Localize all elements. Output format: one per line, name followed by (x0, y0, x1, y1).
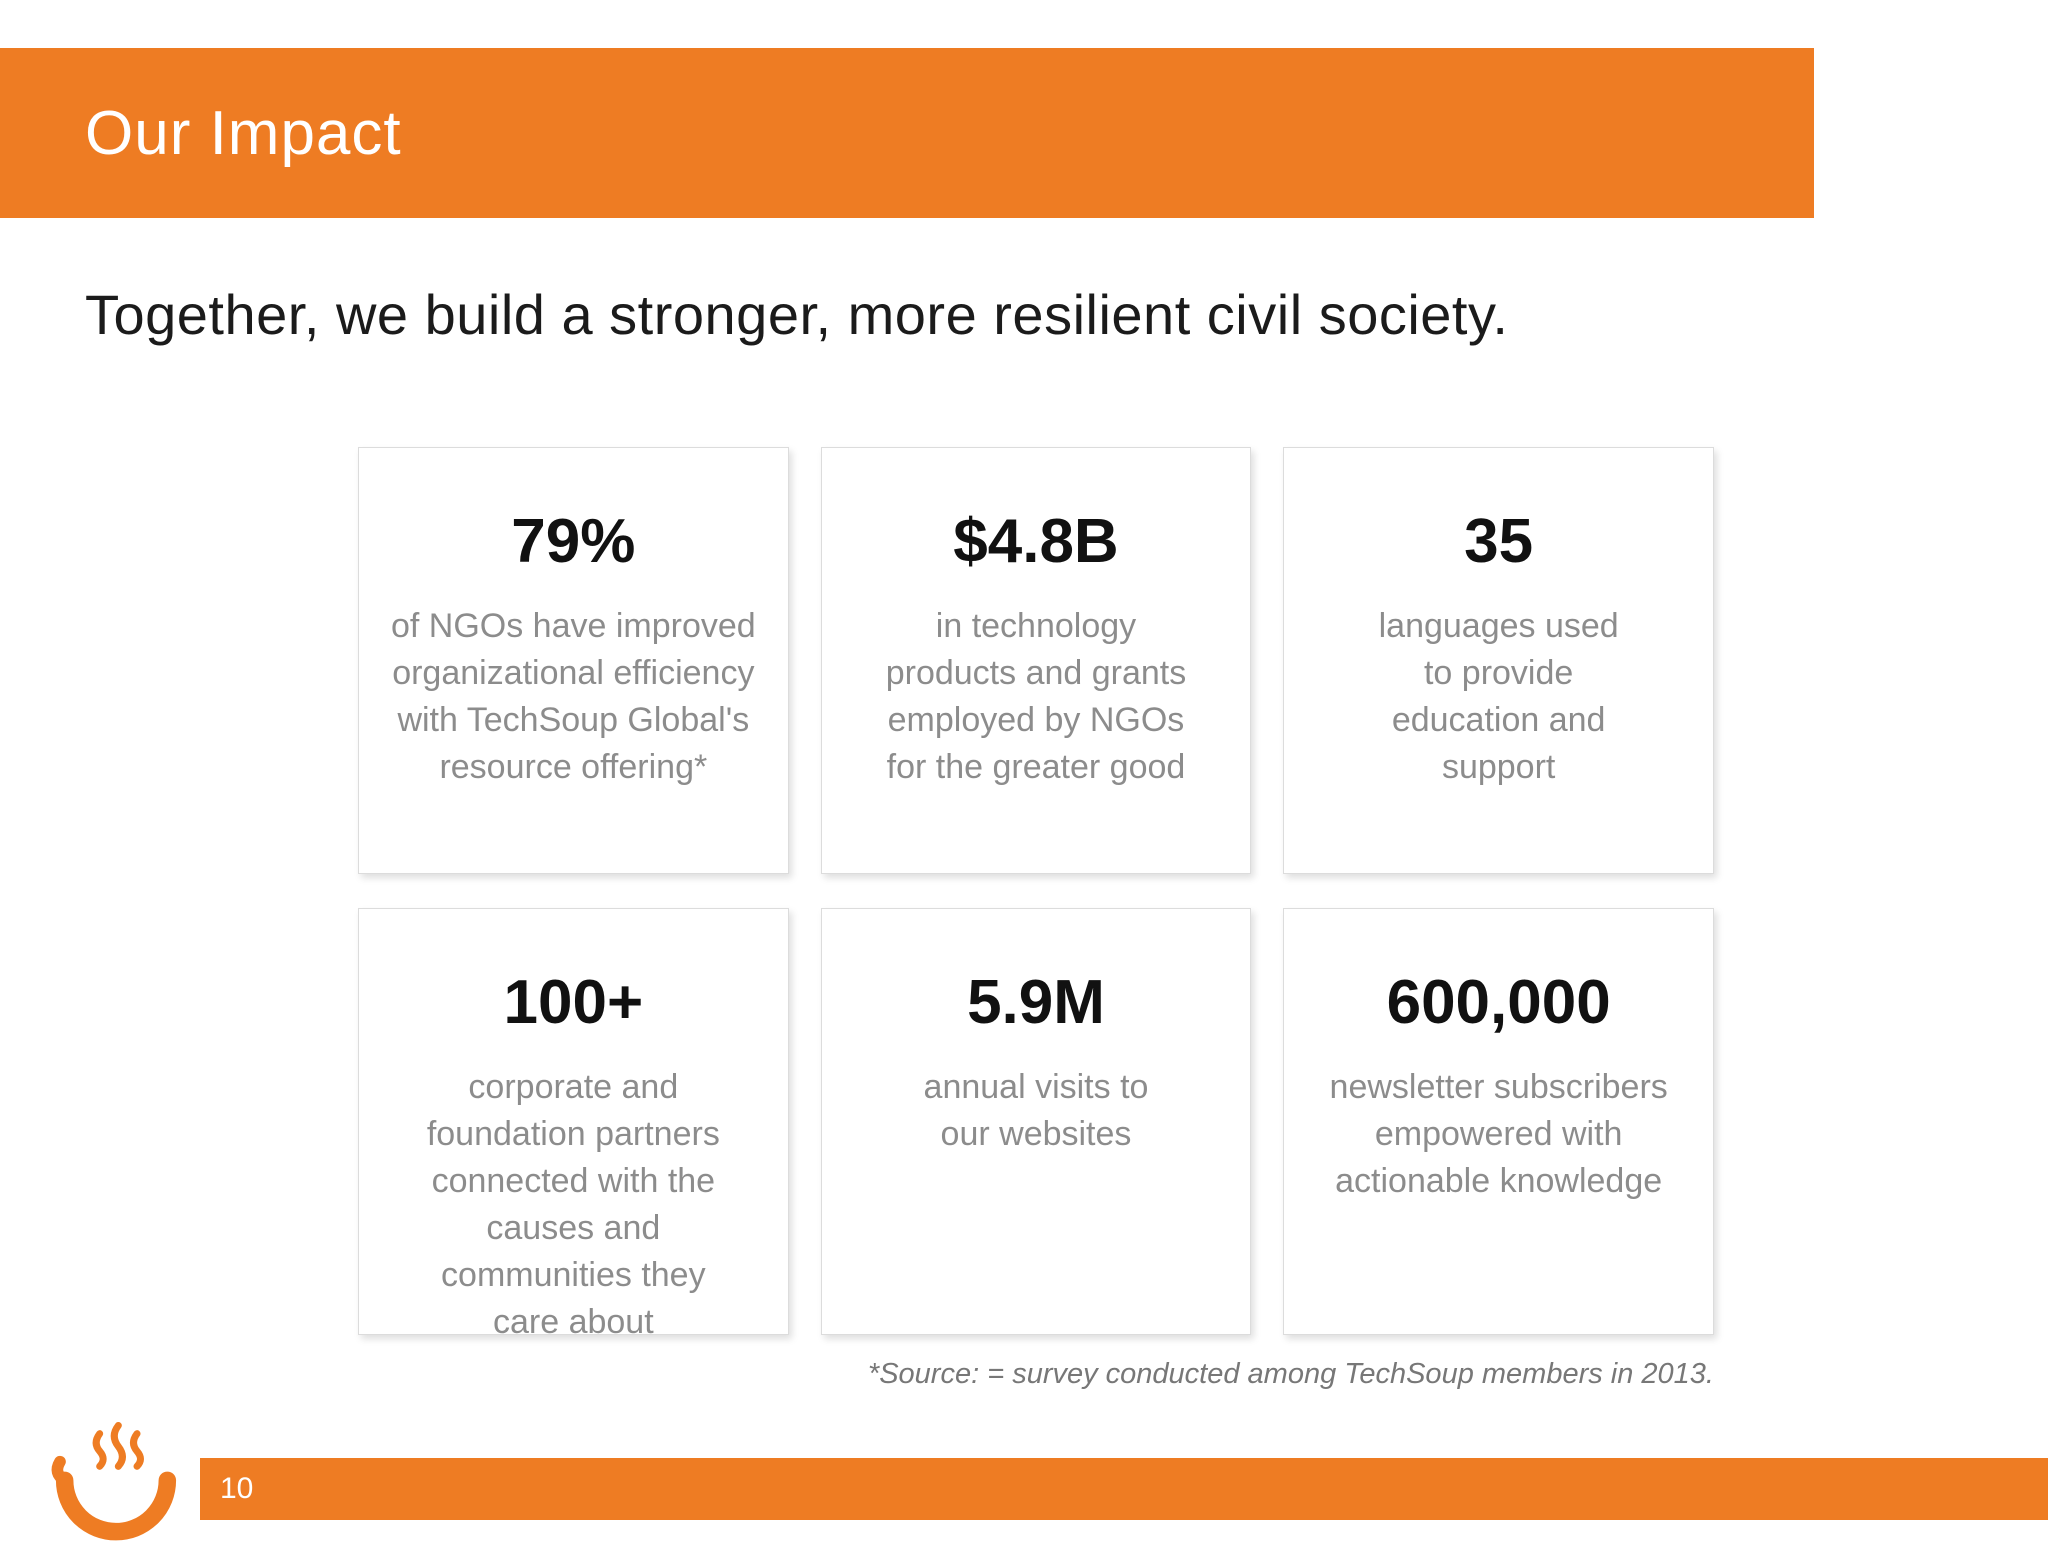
stat-value: 35 (1464, 507, 1534, 576)
stat-card: 79% of NGOs have improved organizational… (358, 447, 789, 874)
stat-card: $4.8B in technology products and grants … (820, 447, 1252, 874)
stat-value: 5.9M (967, 968, 1105, 1037)
slide-subtitle: Together, we build a stronger, more resi… (85, 283, 1509, 346)
stat-description: in technology products and grants employ… (885, 607, 1187, 786)
page-title: Our Impact (85, 98, 402, 168)
stats-grid: 79% of NGOs have improved organizational… (358, 447, 1714, 1341)
stat-value: 600,000 (1386, 968, 1611, 1037)
stat-description: newsletter subscribers empowered with ac… (1329, 1068, 1668, 1200)
footer-bar: 10 (200, 1458, 2048, 1520)
stat-card: 100+ corporate and foundation partners c… (358, 908, 789, 1341)
stat-card: 600,000 newsletter subscribers empowered… (1283, 908, 1714, 1335)
page-number: 10 (220, 1472, 254, 1505)
techsoup-logo-icon (46, 1408, 186, 1548)
stat-value: 100+ (503, 968, 644, 1037)
source-note: *Source: = survey conducted among TechSo… (867, 1358, 1714, 1390)
stat-description: corporate and foundation partners connec… (426, 1068, 720, 1341)
stat-value: $4.8B (953, 507, 1119, 576)
stat-description: annual visits to our websites (923, 1068, 1149, 1153)
stat-card: 5.9M annual visits to our websites (820, 908, 1252, 1335)
stat-description: languages used to provide education and … (1378, 607, 1619, 786)
stat-value: 79% (511, 507, 636, 576)
stat-card: 35 languages used to provide education a… (1283, 447, 1714, 874)
stat-description: of NGOs have improved organizational eff… (390, 607, 756, 786)
header-bar: Our Impact (0, 48, 1814, 218)
